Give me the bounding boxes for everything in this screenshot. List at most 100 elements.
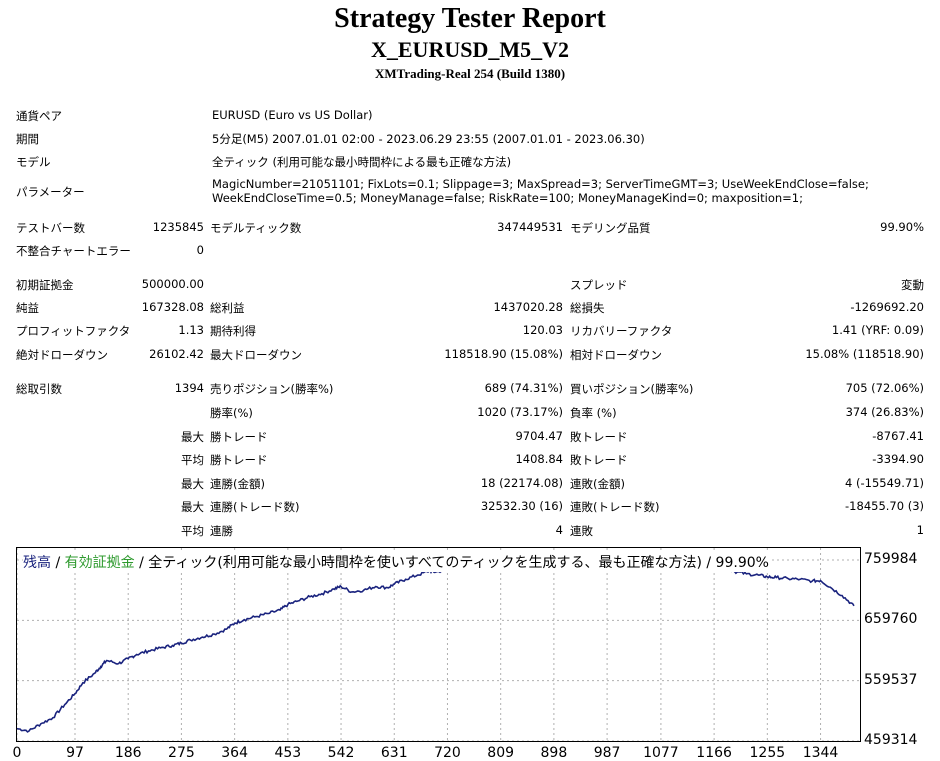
report-title: Strategy Tester Report: [334, 3, 606, 34]
avg-loss-value: -3394.90: [872, 452, 924, 466]
recovery-value: 1.41 (YRF: 0.09): [831, 323, 924, 337]
x-tick-label: 631: [380, 745, 408, 761]
max-label: 最大: [181, 430, 204, 444]
mismatch-label: 不整合チャートエラー: [16, 244, 131, 258]
x-tick-label: 97: [66, 745, 84, 761]
params-line-2: WeekEndCloseTime=0.5; MoneyManage=false;…: [212, 191, 803, 205]
avg-loss-label: 敗トレード: [570, 453, 628, 467]
max-label-2: 最大: [181, 477, 204, 491]
cons-profit-value: 32532.30 (16): [480, 499, 563, 513]
avg-win-label: 勝トレード: [210, 453, 268, 467]
legend-balance: 残高: [23, 555, 51, 571]
x-tick-label: 1344: [802, 745, 839, 761]
x-tick-label: 1166: [696, 745, 732, 761]
cons-profit-label: 連勝(トレード数): [210, 500, 300, 514]
pf-value: 1.13: [178, 323, 204, 337]
period-label: 期間: [16, 132, 39, 146]
long-value: 705 (72.06%): [845, 381, 924, 395]
cons-wins-amt-value: 18 (22174.08): [480, 476, 563, 490]
cons-losses-amt-label: 連敗(金額): [570, 477, 625, 491]
quality-label: モデリング品質: [570, 221, 651, 235]
legend-sep: /: [51, 555, 65, 571]
symbol-value: EURUSD (Euro vs US Dollar): [212, 108, 373, 122]
x-tick-label: 275: [168, 745, 195, 761]
y-tick-label: 459314: [864, 732, 918, 748]
legend-rest: / 全ティック(利用可能な最小時間枠を使いすべてのティックを生成する、最も正確な…: [134, 555, 769, 571]
model-value: 全ティック (利用可能な最小時間枠による最も正確な方法): [212, 155, 512, 169]
gross-loss-value: -1269692.20: [850, 300, 924, 314]
abs-dd-label: 絶対ドローダウン: [16, 348, 108, 362]
avg-cons-losses-value: 1: [916, 523, 924, 537]
net-value: 167328.08: [141, 300, 204, 314]
net-label: 純益: [16, 301, 39, 315]
ticks-value: 347449531: [497, 220, 563, 234]
gross-profit-value: 1437020.28: [493, 300, 563, 314]
symbol-label: 通貨ペア: [16, 109, 62, 123]
params-label: パラメーター: [16, 185, 85, 199]
x-tick-label: 1255: [749, 745, 786, 761]
avg-cons-losses-label: 連敗: [570, 524, 593, 538]
trades-value: 1394: [174, 381, 204, 395]
cons-wins-amt-label: 連勝(金額): [210, 477, 265, 491]
largest-loss-value: -8767.41: [872, 429, 924, 443]
largest-win-value: 9704.47: [515, 429, 563, 443]
bars-label: テストバー数: [16, 221, 85, 235]
x-tick-label: 186: [114, 745, 142, 761]
short-value: 689 (74.31%): [484, 381, 563, 395]
x-tick-label: 898: [540, 745, 568, 761]
max-dd-label: 最大ドローダウン: [210, 348, 302, 362]
rel-dd-value: 15.08% (118518.90): [805, 347, 924, 361]
pf-label: プロフィットファクタ: [16, 324, 131, 338]
gross-loss-label: 総損失: [570, 301, 605, 315]
largest-win-label: 勝トレード: [210, 430, 268, 444]
y-tick-label: 559537: [864, 671, 918, 688]
cons-losses-amt-value: 4 (-15549.71): [845, 476, 924, 490]
avg-label-2: 平均: [181, 524, 204, 538]
server-info: XMTrading-Real 254 (Build 1380): [374, 66, 566, 81]
spread-value: 変動: [901, 278, 924, 292]
rel-dd-label: 相対ドローダウン: [570, 348, 662, 362]
x-tick-label: 809: [487, 745, 515, 761]
model-label: モデル: [16, 155, 51, 169]
params-line-1: MagicNumber=21051101; FixLots=0.1; Slipp…: [212, 177, 869, 191]
ticks-label: モデルティック数: [210, 221, 302, 235]
y-tick-label: 659760: [864, 611, 918, 628]
x-tick-label: 720: [434, 745, 461, 761]
largest-loss-label: 敗トレード: [570, 430, 628, 444]
avg-win-value: 1408.84: [515, 452, 563, 466]
long-label: 買いポジション(勝率%): [570, 382, 694, 396]
max-label-3: 最大: [181, 500, 204, 514]
period-value: 5分足(M5) 2007.01.01 02:00 - 2023.06.29 23…: [212, 132, 645, 146]
trades-label: 総取引数: [16, 382, 62, 396]
balance-chart-svg: [17, 548, 860, 741]
x-tick-label: 987: [593, 745, 621, 761]
expected-label: 期待利得: [210, 324, 256, 338]
avg-cons-wins-label: 連勝: [210, 524, 233, 538]
x-tick-label: 364: [221, 745, 248, 761]
gross-profit-label: 総利益: [210, 301, 245, 315]
lossrate-label: 負率 (%): [570, 406, 617, 420]
ea-name: X_EURUSD_M5_V2: [371, 37, 569, 62]
x-tick-label: 0: [12, 745, 22, 761]
expected-value: 120.03: [522, 323, 563, 337]
legend-equity: 有効証拠金: [64, 555, 135, 571]
avg-cons-wins-value: 4: [555, 523, 563, 537]
avg-label: 平均: [181, 453, 204, 467]
balance-chart: 残高 / 有効証拠金 / 全ティック(利用可能な最小時間枠を使いすべてのティック…: [16, 547, 861, 742]
x-tick-label: 1077: [643, 745, 679, 761]
recovery-label: リカバリーファクタ: [570, 324, 673, 338]
x-tick-label: 453: [274, 745, 302, 761]
y-tick-label: 759984: [864, 551, 918, 568]
quality-value: 99.90%: [880, 220, 924, 234]
short-label: 売りポジション(勝率%): [210, 382, 334, 396]
x-tick-label: 542: [327, 745, 355, 761]
winrate-label: 勝率(%): [210, 406, 253, 420]
chart-legend: 残高 / 有効証拠金 / 全ティック(利用可能な最小時間枠を使いすべてのティック…: [23, 552, 769, 572]
abs-dd-value: 26102.42: [149, 347, 204, 361]
spread-label: スプレッド: [570, 278, 628, 292]
cons-loss-label: 連敗(トレード数): [570, 500, 660, 514]
balance-series-line: [17, 553, 855, 733]
lossrate-value: 374 (26.83%): [845, 405, 924, 419]
deposit-label: 初期証拠金: [16, 278, 74, 292]
cons-loss-value: -18455.70 (3): [845, 499, 924, 513]
